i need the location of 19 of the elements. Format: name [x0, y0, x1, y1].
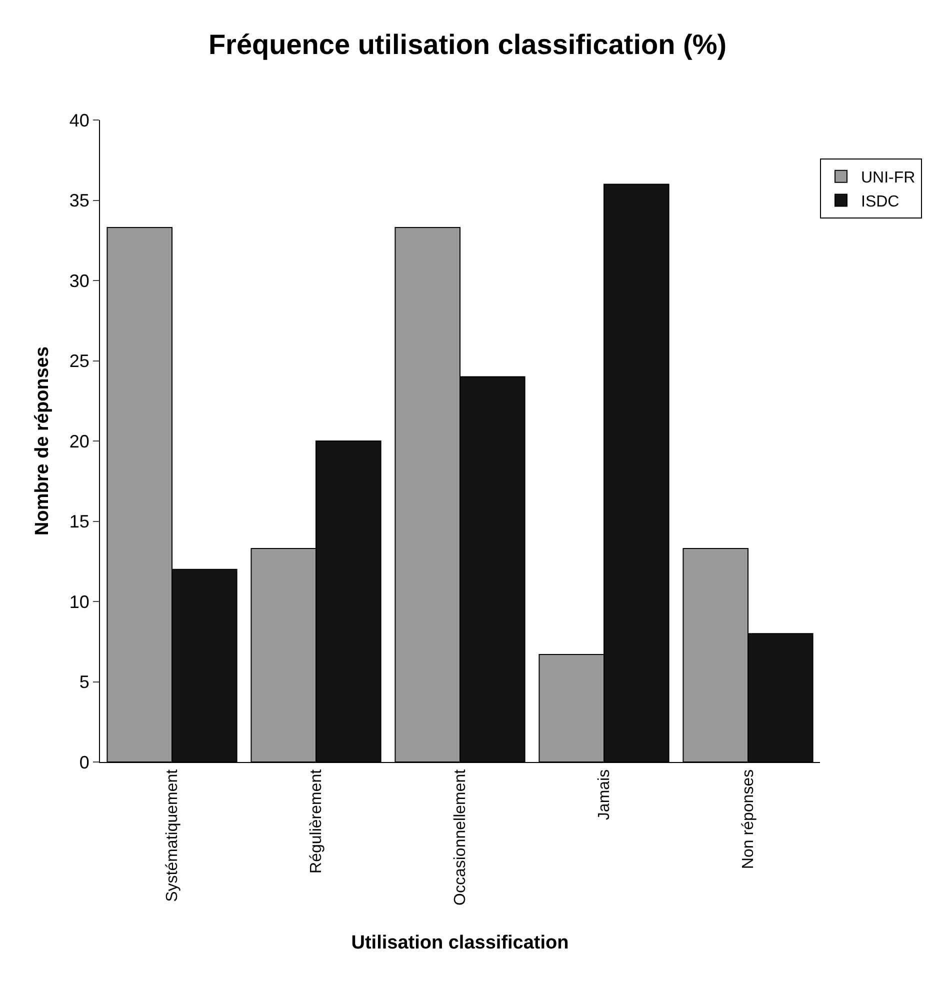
y-tick-label: 25	[69, 351, 90, 372]
x-tick-label: Systématiquement	[164, 768, 182, 902]
y-tick-label: 30	[69, 270, 90, 291]
legend-label: ISDC	[861, 193, 900, 210]
chart-title: Fréquence utilisation classification (%)	[208, 28, 727, 60]
x-axis-title: Utilisation classification	[351, 932, 569, 954]
y-tick-label: 35	[69, 190, 90, 211]
legend-label: UNI-FR	[861, 170, 916, 187]
y-tick-label: 0	[79, 752, 90, 772]
y-axis-title: Nombre de réponses	[32, 346, 54, 536]
x-tick-label: Non réponses	[740, 769, 758, 870]
y-tick-label: 5	[79, 672, 90, 692]
y-tick-label: 40	[69, 110, 90, 130]
y-tick-label: 10	[69, 592, 90, 612]
y-tick-label: 20	[69, 431, 90, 452]
x-tick-label: Occasionnellement	[452, 768, 470, 906]
x-tick-label: Régulièrement	[308, 768, 326, 874]
x-tick-label: Jamais	[596, 769, 614, 820]
y-tick-label: 15	[69, 512, 90, 532]
